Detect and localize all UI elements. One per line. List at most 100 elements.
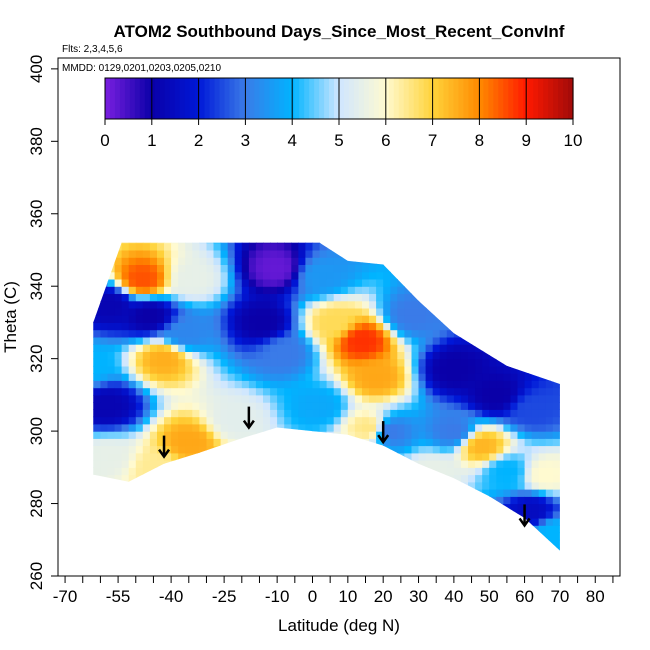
heat-cell (277, 250, 285, 258)
heat-cell (340, 489, 349, 497)
heat-cell (404, 336, 413, 345)
colorbar-swatch (463, 78, 470, 119)
heat-cell (199, 329, 208, 338)
colorbar-swatch (553, 78, 559, 119)
heat-cell (510, 510, 519, 519)
heat-cell (326, 271, 335, 280)
heat-cell (220, 489, 229, 497)
heat-cell (157, 344, 165, 352)
heat-cell (340, 460, 349, 468)
heat-cell (538, 380, 547, 389)
heat-cell (255, 373, 264, 381)
heat-cell (319, 394, 328, 403)
heat-cell (93, 300, 101, 309)
heat-cell (213, 365, 222, 374)
heat-cell (121, 460, 130, 468)
heat-cell (453, 336, 462, 345)
heat-cell (475, 344, 483, 352)
heat-cell (347, 481, 356, 490)
heat-cell (192, 474, 200, 483)
heat-cell (100, 358, 109, 367)
heat-cell (439, 525, 448, 534)
heat-cell (72, 257, 80, 265)
heat-cell (347, 242, 356, 244)
heat-cell (354, 547, 363, 551)
heat-cell (192, 387, 200, 396)
heat-cell (206, 271, 215, 280)
heat-cell (531, 300, 540, 309)
heat-cell (284, 445, 292, 454)
heat-cell (404, 445, 413, 454)
heat-cell (362, 474, 370, 483)
heat-cell (468, 242, 476, 251)
heat-cell (397, 402, 405, 410)
heat-cell (58, 330, 66, 338)
heat-cell (234, 496, 243, 505)
heat-cell (425, 510, 434, 519)
heat-cell (114, 242, 123, 251)
heat-cell (538, 481, 547, 490)
colorbar-swatch (383, 78, 390, 119)
heat-cell (284, 510, 292, 519)
heat-cell (65, 453, 73, 461)
heat-cell (79, 315, 87, 323)
heat-cell (567, 243, 575, 251)
heat-cell (305, 409, 314, 418)
heat-cell (58, 496, 66, 504)
heat-cell (58, 344, 66, 352)
heat-cell (510, 438, 519, 447)
heat-cell (241, 286, 250, 294)
heat-cell (114, 539, 123, 548)
heat-cell (432, 387, 441, 396)
heat-cell (531, 380, 540, 389)
heat-cell (255, 307, 264, 316)
heat-cell (468, 460, 476, 468)
heat-cell (72, 402, 80, 410)
heat-cell (213, 322, 222, 331)
heat-cell (362, 460, 370, 468)
heat-cell (255, 409, 264, 418)
colorbar-swatch (493, 78, 499, 119)
heat-cell (446, 452, 455, 461)
heat-cell (72, 286, 80, 294)
heat-cell (129, 554, 137, 562)
heat-cell (404, 315, 413, 323)
heat-cell (369, 416, 377, 425)
heat-cell (72, 424, 80, 432)
heat-cell (489, 394, 497, 403)
heat-cell (347, 452, 356, 461)
heat-cell (425, 532, 434, 541)
heat-cell (312, 380, 321, 389)
heat-cell (489, 503, 497, 512)
heat-cell (531, 481, 540, 490)
heat-cell (496, 257, 504, 265)
heat-cell (270, 380, 278, 389)
heat-cell (121, 474, 130, 483)
heat-cell (277, 438, 285, 447)
heat-cell (510, 402, 519, 410)
heat-cell (65, 286, 73, 294)
heat-cell (199, 315, 208, 323)
heat-cell (220, 365, 229, 374)
heat-cell (213, 489, 222, 497)
heat-cell (291, 416, 299, 425)
heat-cell (255, 242, 264, 244)
heat-cell (404, 554, 412, 562)
colorbar-swatch (458, 78, 465, 119)
heat-cell (326, 409, 335, 418)
heat-cell (121, 293, 130, 302)
heat-cell (312, 293, 321, 302)
heat-cell (567, 388, 575, 396)
heat-cell (418, 481, 427, 490)
heat-cell (79, 279, 87, 287)
heat-cell (227, 242, 236, 244)
heat-cell (411, 336, 420, 345)
heat-cell (411, 358, 420, 367)
heat-cell (107, 409, 116, 418)
heat-cell (482, 250, 490, 258)
heat-cell (460, 307, 469, 316)
heat-cell (453, 474, 462, 483)
heat-cell (354, 438, 363, 447)
heat-cell (319, 257, 328, 265)
heat-cell (404, 402, 413, 410)
